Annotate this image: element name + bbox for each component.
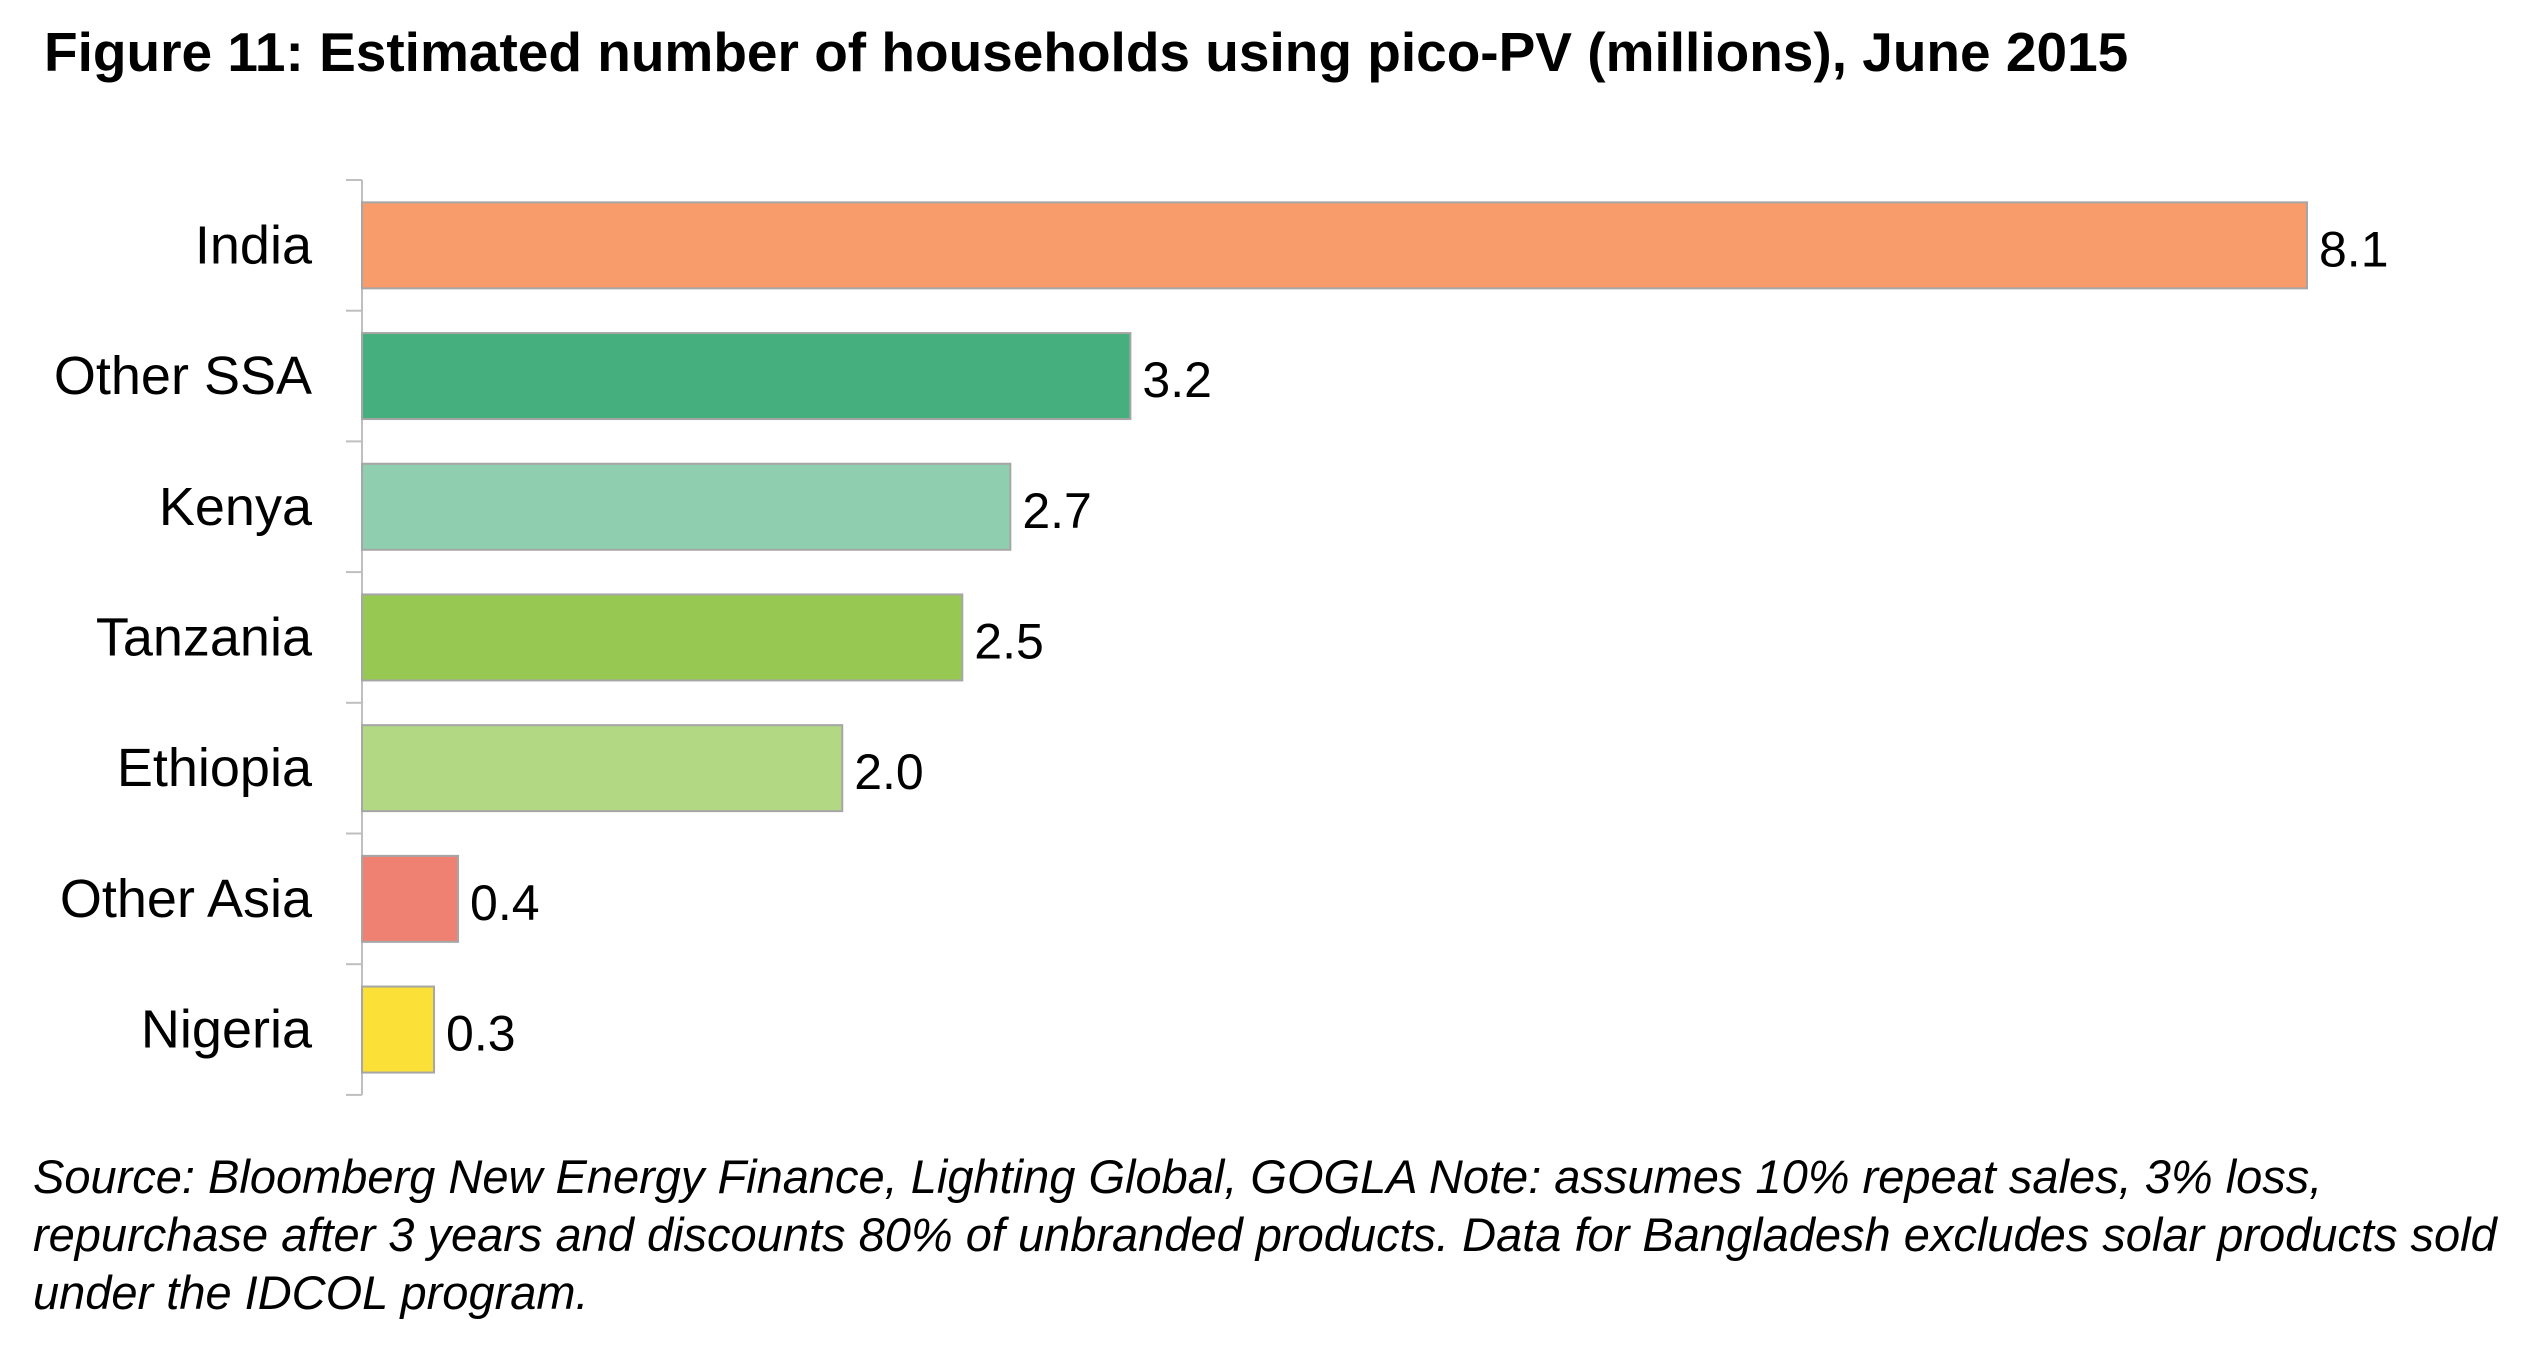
category-label: Nigeria: [141, 1000, 313, 1060]
value-label: 0.3: [446, 1006, 516, 1062]
category-label: Ethiopia: [117, 738, 313, 798]
value-label: 2.5: [974, 613, 1044, 669]
value-label: 2.7: [1022, 483, 1092, 539]
bar-kenya: [361, 462, 1012, 551]
bar-other-ssa: [361, 332, 1132, 421]
category-label: India: [195, 215, 313, 275]
value-label: 3.2: [1142, 352, 1212, 408]
bar-nigeria: [361, 985, 436, 1074]
chart-source-note: Source: Bloomberg New Energy Finance, Li…: [33, 1150, 2497, 1319]
bar-ethiopia: [361, 724, 844, 813]
category-label: Tanzania: [96, 607, 313, 667]
value-label: 8.1: [2319, 221, 2389, 277]
category-label: Other SSA: [54, 346, 312, 406]
category-label: Kenya: [159, 477, 313, 537]
value-label: 0.4: [470, 875, 540, 931]
bar-tanzania: [361, 593, 964, 682]
category-label: Other Asia: [60, 869, 313, 929]
value-label: 2.0: [854, 744, 924, 800]
chart-title: Figure 11: Estimated number of household…: [44, 21, 2129, 83]
bar-other-asia: [361, 854, 460, 943]
bar-india: [361, 201, 2308, 290]
